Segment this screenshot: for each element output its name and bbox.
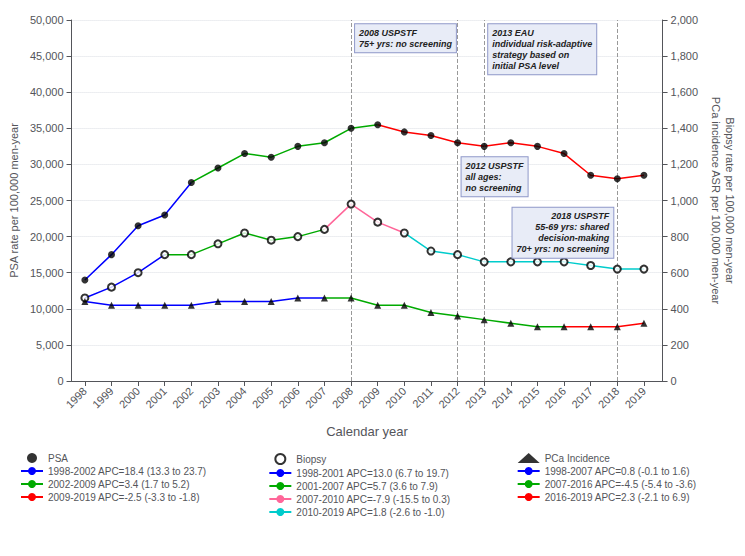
svg-text:20,000: 20,000 [30,231,64,243]
svg-text:1998-2001 APC=13.0 (6.7 to 19.: 1998-2001 APC=13.0 (6.7 to 19.7) [296,468,449,479]
svg-text:1,800: 1,800 [671,50,699,62]
svg-text:600: 600 [671,267,689,279]
svg-text:1998: 1998 [63,385,89,411]
svg-text:800: 800 [671,231,689,243]
svg-text:0: 0 [57,375,63,387]
svg-text:45,000: 45,000 [30,50,64,62]
svg-text:1,400: 1,400 [671,122,699,134]
svg-text:2012: 2012 [436,385,462,411]
svg-text:15,000: 15,000 [30,267,64,279]
svg-text:55-69 yrs: shared: 55-69 yrs: shared [535,222,610,232]
svg-text:initial PSA level: initial PSA level [492,61,559,71]
svg-text:1999: 1999 [90,385,116,411]
svg-text:2004: 2004 [223,385,249,411]
svg-text:no screening: no screening [466,183,523,193]
svg-text:2014: 2014 [489,385,515,411]
svg-text:2015: 2015 [516,385,542,411]
svg-text:2018 USPSTF: 2018 USPSTF [550,211,610,221]
svg-text:2007-2010 APC=-7.9 (-15.5 to 0: 2007-2010 APC=-7.9 (-15.5 to 0.3) [296,494,450,505]
svg-text:2007-2016 APC=-4.5 (-5.4 to -3: 2007-2016 APC=-4.5 (-5.4 to -3.6) [545,479,696,490]
svg-text:1998-2007 APC=0.8 (-0.1 to 1.6: 1998-2007 APC=0.8 (-0.1 to 1.6) [545,466,690,477]
svg-text:25,000: 25,000 [30,195,64,207]
svg-text:2000: 2000 [117,385,143,411]
svg-text:2013: 2013 [463,385,489,411]
svg-text:PSA: PSA [48,453,68,464]
svg-text:2002-2009 APC=3.4 (1.7 to 5.2): 2002-2009 APC=3.4 (1.7 to 5.2) [48,479,190,490]
svg-text:1,000: 1,000 [671,195,699,207]
svg-text:70+ yrs: no screening: 70+ yrs: no screening [517,244,610,254]
svg-text:2017: 2017 [569,385,595,411]
svg-text:2010: 2010 [383,385,409,411]
svg-text:decision-making: decision-making [538,233,610,243]
svg-text:50,000: 50,000 [30,14,64,26]
svg-text:2011: 2011 [410,385,435,410]
svg-text:1998-2002 APC=18.4 (13.3 to 23: 1998-2002 APC=18.4 (13.3 to 23.7) [48,466,206,477]
svg-text:2007: 2007 [303,385,329,411]
svg-text:all ages:: all ages: [466,172,502,182]
svg-text:2016-2019 APC=2.3 (-2.1 to 6.9: 2016-2019 APC=2.3 (-2.1 to 6.9) [545,492,690,503]
svg-text:200: 200 [671,339,689,351]
svg-text:2009-2019 APC=-2.5 (-3.3 to -1: 2009-2019 APC=-2.5 (-3.3 to -1.8) [48,492,199,503]
svg-text:Calendar year: Calendar year [326,424,408,439]
svg-text:400: 400 [671,303,689,315]
svg-text:2006: 2006 [276,385,302,411]
svg-text:2018: 2018 [596,385,622,411]
svg-text:2010-2019 APC=1.8 (-2.6 to -1.: 2010-2019 APC=1.8 (-2.6 to -1.0) [296,507,444,518]
svg-text:35,000: 35,000 [30,122,64,134]
svg-text:2001-2007 APC=5.7 (3.6 to 7.9): 2001-2007 APC=5.7 (3.6 to 7.9) [296,481,438,492]
svg-text:2008: 2008 [330,385,356,411]
svg-text:Biopsy rate per 100,000 men-ye: Biopsy rate per 100,000 men-year [724,117,736,284]
svg-text:2012 USPSTF: 2012 USPSTF [465,161,525,171]
svg-text:5,000: 5,000 [36,339,64,351]
svg-text:2013 EAU: 2013 EAU [491,28,534,38]
svg-text:1,200: 1,200 [671,158,699,170]
svg-text:2003: 2003 [196,385,222,411]
svg-text:1,600: 1,600 [671,86,699,98]
svg-text:30,000: 30,000 [30,158,64,170]
svg-text:40,000: 40,000 [30,86,64,98]
svg-text:10,000: 10,000 [30,303,64,315]
svg-text:2001: 2001 [143,385,169,411]
svg-text:2,000: 2,000 [671,14,699,26]
svg-text:PCa incidence ASR per 100,000: PCa incidence ASR per 100,000 men-year [710,97,722,305]
svg-text:individual risk-adaptive: individual risk-adaptive [492,39,592,49]
svg-text:2009: 2009 [356,385,382,411]
svg-text:2008 USPSTF: 2008 USPSTF [358,28,418,38]
svg-text:PSA rate per 100,000 men-year: PSA rate per 100,000 men-year [8,123,20,278]
svg-text:PCa Incidence: PCa Incidence [545,453,610,464]
svg-text:Biopsy: Biopsy [296,454,326,465]
svg-text:2019: 2019 [622,385,648,411]
svg-text:0: 0 [671,375,677,387]
svg-text:75+ yrs: no screening: 75+ yrs: no screening [359,39,452,49]
svg-text:2016: 2016 [543,385,569,411]
svg-text:2005: 2005 [250,385,276,411]
svg-text:2002: 2002 [170,385,196,411]
svg-text:strategy based on: strategy based on [492,50,570,60]
